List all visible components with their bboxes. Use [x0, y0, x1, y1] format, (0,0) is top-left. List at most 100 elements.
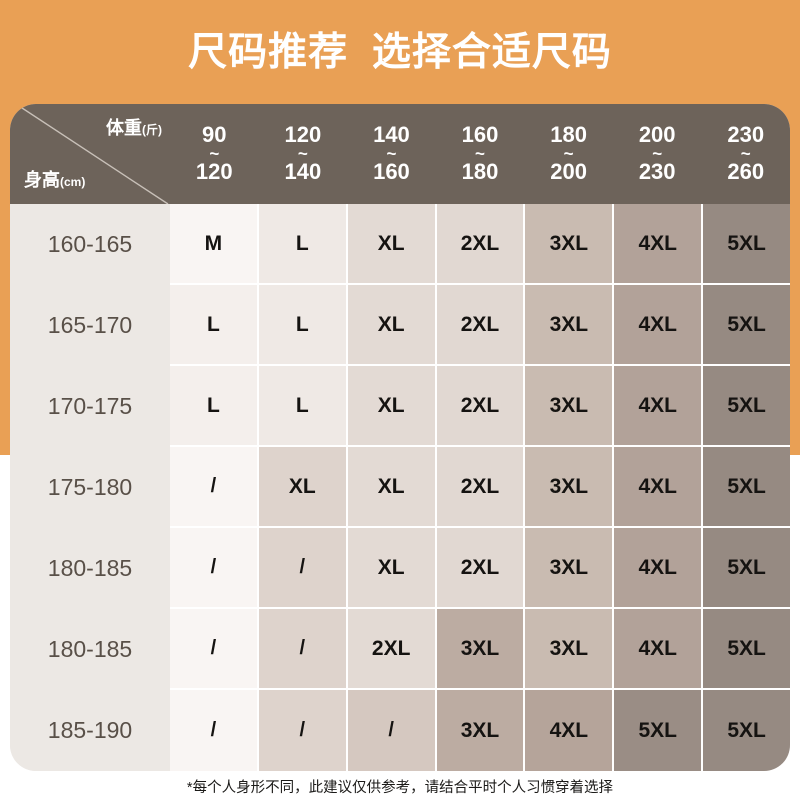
size-cell[interactable]: 4XL: [614, 204, 704, 285]
weight-range-from: 230: [727, 122, 765, 148]
size-cell[interactable]: 3XL: [525, 609, 615, 690]
weight-axis-label-text: 体重: [106, 118, 142, 138]
size-cell[interactable]: L: [258, 366, 348, 447]
size-cell[interactable]: /: [347, 690, 437, 771]
size-cell[interactable]: 3XL: [525, 366, 615, 447]
size-cell[interactable]: 5XL: [703, 528, 790, 609]
size-cell[interactable]: L: [170, 366, 259, 447]
weight-range-from: 160: [461, 122, 499, 148]
height-range-label: 170-175: [10, 366, 170, 447]
table-row: 165-170 L L XL 2XL 3XL 4XL 5XL: [10, 285, 790, 366]
height-range-label: 160-165: [10, 204, 170, 285]
size-cell[interactable]: XL: [258, 447, 348, 528]
size-cell[interactable]: 2XL: [436, 366, 526, 447]
size-cell[interactable]: 5XL: [614, 690, 704, 771]
size-cell[interactable]: 3XL: [525, 285, 615, 366]
size-cell[interactable]: XL: [347, 285, 437, 366]
size-cell[interactable]: 5XL: [703, 609, 790, 690]
weight-range-from: 180: [550, 122, 587, 148]
size-cell[interactable]: L: [258, 204, 348, 285]
size-cell[interactable]: 5XL: [703, 690, 790, 771]
size-cell[interactable]: 4XL: [614, 285, 704, 366]
weight-range-tilde: ~: [652, 144, 663, 164]
weight-range-to: 180: [461, 158, 499, 184]
height-range-label: 185-190: [10, 690, 170, 771]
size-cell[interactable]: 3XL: [525, 528, 615, 609]
size-cell[interactable]: 4XL: [614, 447, 704, 528]
weight-column-header: 160 ~ 180: [436, 104, 525, 204]
table-header-row: 体重(斤) 身高(cm) 90 ~ 120 120 ~ 140 140 ~ 16…: [10, 104, 790, 204]
page-title-container: 尺码推荐 选择合适尺码: [0, 0, 800, 104]
height-axis-label-text: 身高: [24, 170, 60, 190]
height-range-label: 180-185: [10, 528, 170, 609]
size-cell[interactable]: L: [170, 285, 259, 366]
size-cell[interactable]: 4XL: [614, 366, 704, 447]
table-row: 185-190///3XL 4XL 5XL 5XL: [10, 690, 790, 771]
weight-column-header: 120 ~ 140: [259, 104, 348, 204]
weight-column-header: 200 ~ 230: [613, 104, 702, 204]
weight-range-from: 120: [284, 122, 322, 148]
size-cell[interactable]: /: [170, 609, 259, 690]
weight-column-header: 180 ~ 200: [524, 104, 613, 204]
size-cell[interactable]: 3XL: [525, 447, 615, 528]
size-cell[interactable]: 5XL: [703, 204, 790, 285]
size-cell[interactable]: /: [170, 447, 259, 528]
weight-range-to: 140: [284, 158, 322, 184]
weight-range-tilde: ~: [386, 144, 397, 164]
size-cell[interactable]: 2XL: [436, 528, 526, 609]
table-row: 175-180/XL XL 2XL 3XL 4XL 5XL: [10, 447, 790, 528]
weight-range-tilde: ~: [209, 144, 220, 164]
size-cell[interactable]: 4XL: [614, 609, 704, 690]
weight-range-to: 260: [727, 158, 765, 184]
size-cell[interactable]: L: [258, 285, 348, 366]
size-cell[interactable]: 2XL: [347, 609, 437, 690]
table-row: 180-185//2XL 3XL 3XL 4XL 5XL: [10, 609, 790, 690]
table-row: 180-185// XL 2XL 3XL 4XL 5XL: [10, 528, 790, 609]
weight-range-tilde: ~: [740, 144, 751, 164]
size-cell[interactable]: /: [170, 528, 259, 609]
size-cell[interactable]: 5XL: [703, 285, 790, 366]
header-corner-cell: 体重(斤) 身高(cm): [10, 104, 170, 204]
footnote-disclaimer: *每个人身形不同，此建议仅供参考，请结合平时个人习惯穿着选择: [186, 780, 614, 796]
weight-range-to: 200: [550, 158, 587, 184]
page-title: 尺码推荐 选择合适尺码: [188, 30, 612, 74]
size-cell[interactable]: 3XL: [525, 204, 615, 285]
weight-range-to: 230: [638, 158, 676, 184]
size-cell[interactable]: /: [258, 690, 348, 771]
size-cell[interactable]: 2XL: [436, 285, 526, 366]
size-cell[interactable]: 3XL: [436, 690, 526, 771]
size-cell[interactable]: 2XL: [436, 447, 526, 528]
size-cell[interactable]: XL: [347, 447, 437, 528]
size-cell[interactable]: XL: [347, 528, 437, 609]
weight-column-header: 230 ~ 260: [701, 104, 790, 204]
size-cell[interactable]: 4XL: [614, 528, 704, 609]
table-row: 170-175 L L XL 2XL 3XL 4XL 5XL: [10, 366, 790, 447]
table-body: 160-165 M L XL 2XL 3XL 4XL 5XL 165-170 L L XL 2XL 3XL…: [10, 204, 790, 771]
size-cell[interactable]: /: [258, 528, 348, 609]
size-cell[interactable]: M: [170, 204, 259, 285]
size-cell[interactable]: 3XL: [436, 609, 526, 690]
height-range-label: 175-180: [10, 447, 170, 528]
diagonal-divider-icon: [15, 104, 169, 204]
size-cell[interactable]: XL: [347, 366, 437, 447]
weight-range-to: 120: [195, 158, 233, 184]
size-cell[interactable]: 5XL: [703, 366, 790, 447]
weight-range-from: 90: [202, 122, 227, 148]
height-range-label: 165-170: [10, 285, 170, 366]
weight-range-tilde: ~: [563, 144, 574, 164]
size-cell[interactable]: 4XL: [525, 690, 615, 771]
size-cell[interactable]: XL: [347, 204, 437, 285]
weight-column-header: 90 ~ 120: [170, 104, 259, 204]
size-cell[interactable]: 2XL: [436, 204, 526, 285]
weight-range-from: 140: [373, 122, 410, 148]
height-axis-unit: (cm): [60, 175, 86, 189]
size-cell[interactable]: /: [170, 690, 259, 771]
weight-column-header: 140 ~ 160: [347, 104, 436, 204]
size-cell[interactable]: /: [258, 609, 348, 690]
weight-range-to: 160: [373, 158, 410, 184]
weight-range-tilde: ~: [475, 144, 485, 164]
weight-axis-unit: (斤): [142, 123, 162, 137]
height-axis-label: 身高(cm): [24, 166, 85, 192]
size-cell[interactable]: 5XL: [703, 447, 790, 528]
weight-range-from: 200: [638, 122, 676, 148]
